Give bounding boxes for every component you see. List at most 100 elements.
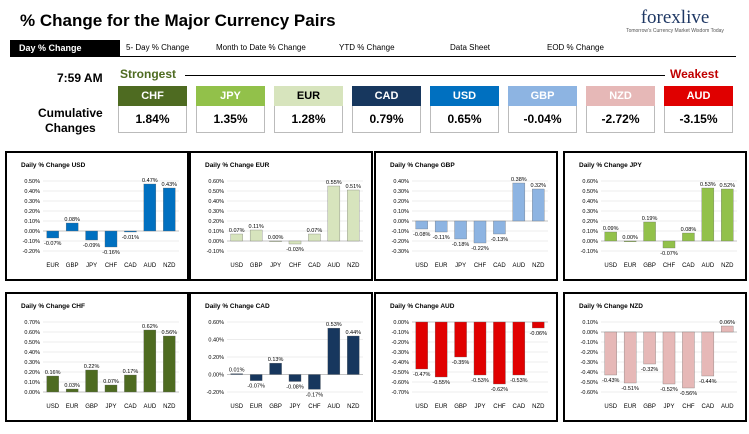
y-tick-label: 0.60% [208, 179, 224, 185]
x-tick-label: EUR [250, 404, 263, 410]
logo-brand-text: forexlive [640, 7, 710, 28]
data-label: -0.16% [102, 250, 120, 256]
x-tick-label: CAD [124, 404, 137, 410]
bar-eur [249, 374, 263, 381]
chart-panel-chf: Daily % Change CHF 0.70% 0.60% 0.50% 0.40% 0.… [5, 292, 189, 422]
bar-eur [434, 220, 448, 233]
y-tick-label: 0.00% [24, 229, 40, 235]
x-tick-label: JPY [455, 263, 466, 269]
bar-usd [604, 231, 617, 242]
bar-nzd [532, 321, 545, 329]
y-tick-label: -0.10% [392, 330, 410, 336]
y-tick-label: 0.30% [24, 199, 40, 205]
y-tick-label: 0.30% [208, 209, 224, 215]
data-label: -0.01% [122, 235, 140, 241]
x-tick-label: JPY [105, 404, 116, 410]
x-tick-label: GBP [643, 263, 656, 269]
data-label: -0.07% [44, 241, 62, 247]
tab-ytd-change[interactable]: YTD % Change [339, 43, 395, 52]
data-label: 0.38% [511, 177, 527, 183]
cumulative-label-line2: Changes [45, 121, 96, 135]
x-tick-label: CHF [289, 263, 302, 269]
page-title: % Change for the Major Currency Pairs [20, 11, 336, 30]
bar-eur [46, 230, 59, 239]
bar-jpy [104, 384, 118, 393]
data-label: 0.16% [45, 370, 61, 376]
data-label: 0.43% [161, 182, 177, 188]
x-tick-label: GBP [643, 404, 656, 410]
x-tick-label: USD [230, 263, 243, 269]
data-label: 0.07% [103, 379, 119, 385]
nav-divider [10, 56, 736, 57]
y-tick-label: -0.60% [581, 390, 599, 396]
bar-cad [124, 374, 137, 393]
x-tick-label: AUD [144, 263, 157, 269]
chart-title: Daily % Change CAD [205, 303, 270, 310]
data-label: 0.08% [681, 227, 697, 233]
currency-box-aud: AUD -3.15% [664, 86, 733, 133]
currency-box-eur: EUR 1.28% [274, 86, 343, 133]
y-tick-label: 0.50% [24, 179, 40, 185]
currency-box-gbp: GBP -0.04% [508, 86, 577, 133]
bar-chf [473, 220, 487, 244]
x-tick-label: NZD [347, 263, 360, 269]
data-label: -0.52% [660, 387, 678, 393]
currency-box-cad: CAD 0.79% [352, 86, 421, 133]
tab-data-sheet[interactable]: Data Sheet [450, 43, 491, 52]
bar-nzd [347, 335, 360, 375]
y-tick-label: 0.10% [393, 209, 409, 215]
bar-chf [288, 240, 302, 245]
data-label: 0.53% [326, 322, 342, 328]
currency-cumulative-value: 0.79% [352, 106, 421, 133]
x-tick-label: NZD [347, 404, 360, 410]
bar-chart-svg: Daily % Change JPY 0.60% 0.50% 0.40% 0.30% 0.… [579, 162, 737, 269]
y-tick-label: -0.10% [207, 249, 225, 255]
bar-gbp [65, 222, 79, 232]
chart-panel-jpy: Daily % Change JPY 0.60% 0.50% 0.40% 0.30% 0.… [563, 151, 747, 281]
bar-aud [327, 327, 341, 375]
data-label: 0.00% [268, 235, 284, 241]
y-tick-label: 0.00% [582, 239, 598, 245]
data-label: 0.01% [229, 368, 245, 374]
logo-brand: forexlive [620, 8, 730, 28]
y-tick-label: -0.70% [392, 390, 410, 396]
tab-day-change[interactable]: Day % Change [10, 40, 120, 56]
bar-aud [512, 182, 526, 222]
y-tick-label: 0.30% [24, 360, 40, 366]
bar-aud [721, 325, 734, 333]
data-label: 0.51% [345, 184, 361, 190]
bar-usd [604, 331, 617, 376]
bar-jpy [269, 240, 282, 242]
y-tick-label: 0.00% [208, 239, 224, 245]
currency-box-jpy: JPY 1.35% [196, 86, 265, 133]
bar-chart-svg: Daily % Change USD 0.50% 0.40% 0.30% 0.20% 0.… [21, 162, 179, 269]
bar-jpy [288, 374, 302, 382]
y-tick-label: 0.50% [582, 189, 598, 195]
bar-aud [143, 183, 157, 232]
tab-eod-change[interactable]: EOD % Change [547, 43, 604, 52]
data-label: 0.17% [123, 369, 139, 375]
data-label: -0.47% [413, 372, 431, 378]
strongest-label: Strongest [120, 67, 177, 81]
bar-cad [493, 220, 506, 235]
x-tick-label: USD [415, 404, 428, 410]
chart-title: Daily % Change JPY [579, 162, 643, 169]
bar-jpy [473, 321, 487, 376]
y-tick-label: 0.20% [24, 370, 40, 376]
data-label: 0.32% [530, 183, 546, 189]
x-tick-label: USD [604, 263, 617, 269]
data-label: -0.32% [641, 367, 659, 373]
tab-5day-change[interactable]: 5- Day % Change [126, 43, 190, 52]
y-tick-label: 0.00% [393, 219, 409, 225]
bar-eur [623, 240, 637, 242]
currency-box-nzd: NZD -2.72% [586, 86, 655, 133]
x-tick-label: JPY [289, 404, 300, 410]
y-tick-label: 0.20% [582, 219, 598, 225]
x-tick-label: NZD [163, 404, 176, 410]
forexlive-logo[interactable]: forexlive Tomorrow's Currency Market Wis… [620, 8, 730, 40]
tab-month-to-date[interactable]: Month to Date % Change [216, 43, 306, 52]
x-tick-label: CHF [474, 263, 487, 269]
x-tick-label: CAD [682, 263, 695, 269]
y-tick-label: 0.50% [24, 340, 40, 346]
currency-box-usd: USD 0.65% [430, 86, 499, 133]
